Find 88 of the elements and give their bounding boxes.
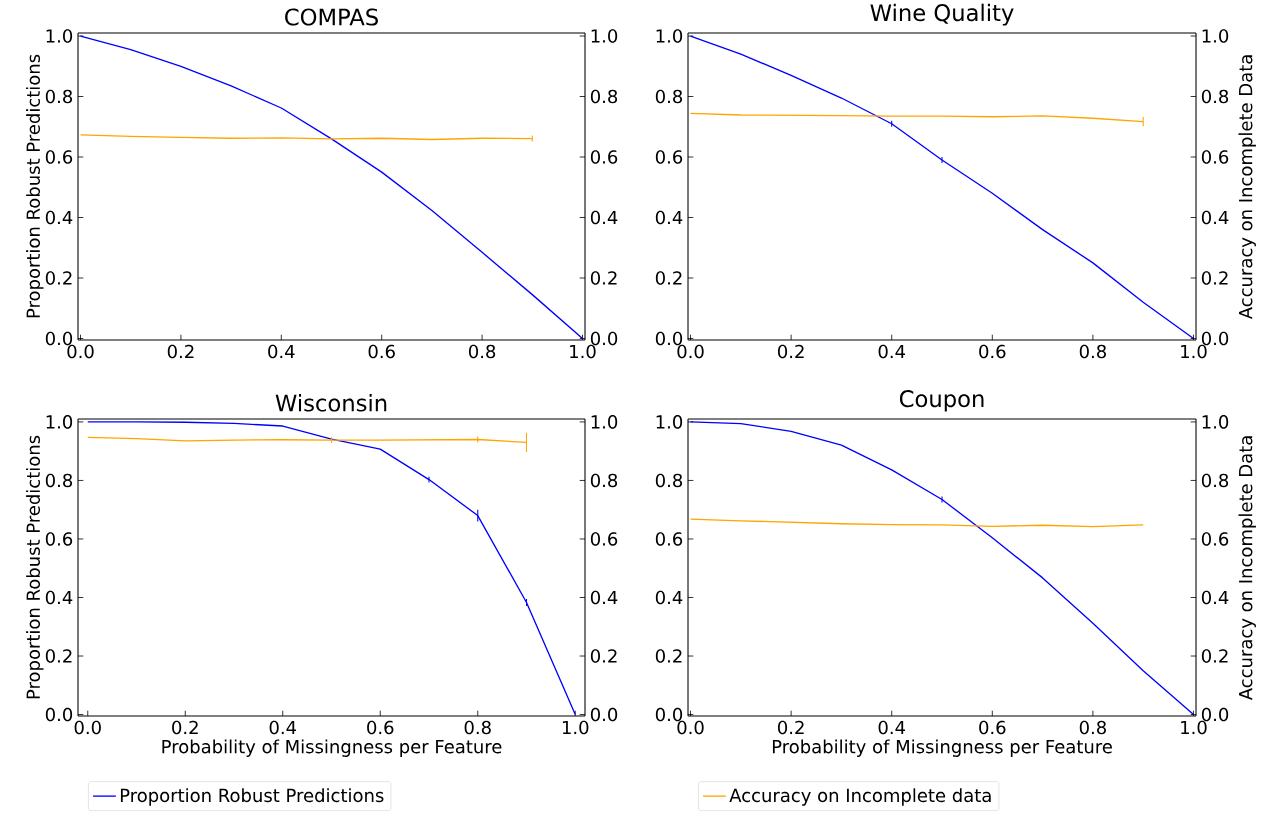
y2-tick-label: 0.0 <box>590 331 618 346</box>
line-series <box>689 421 1195 716</box>
x-tick-label: 0.2 <box>167 344 194 359</box>
y2-tick-label: 0.2 <box>1201 271 1228 285</box>
y2-tick-label: 0.6 <box>1201 150 1229 164</box>
y-tick-label: 0.0 <box>655 331 683 346</box>
y2-tick-label: 0.6 <box>1201 532 1229 546</box>
y-tick-label: 0.2 <box>45 649 72 663</box>
y-tick-label: 0.8 <box>45 473 73 488</box>
y-tick-label: 0.6 <box>45 532 73 546</box>
x-tick-label: 0.8 <box>1079 720 1106 735</box>
x-tick-label: 0.8 <box>464 720 491 735</box>
y2-tick-label: 0.2 <box>590 271 617 285</box>
y2-axis-title: Accuracy on Incomplete Data <box>1238 436 1256 701</box>
x-tick-label: 0.4 <box>269 720 297 735</box>
x-tick-label: 0.6 <box>979 344 1006 359</box>
x-tick-label: 0.6 <box>368 344 395 359</box>
x-tick-label: 1.0 <box>562 720 589 735</box>
chart-title: Wisconsin <box>275 394 387 412</box>
y2-tick-label: 0.6 <box>590 532 618 546</box>
y-tick-label: 0.2 <box>655 649 682 663</box>
y-axis-title: Proportion Robust Predictions <box>26 54 44 318</box>
chart-title: Wine Quality <box>870 3 1014 26</box>
y2-tick-label: 0.4 <box>590 590 618 605</box>
y2-tick-label: 0.8 <box>1201 473 1229 488</box>
y-tick-label: 0.6 <box>655 532 683 546</box>
chart-title: Coupon <box>899 390 984 412</box>
y-tick-label: 1.0 <box>46 415 73 429</box>
legend-label: Accuracy on Incomplete data <box>729 788 991 806</box>
line-series <box>689 35 1195 340</box>
x-tick-label: 0.8 <box>1079 344 1106 359</box>
y-tick-label: 0.2 <box>45 271 72 285</box>
x-tick-label: 1.0 <box>1181 720 1207 735</box>
x-tick-label: 0.8 <box>468 344 496 359</box>
y-axis-title: Proportion Robust Predictions <box>26 435 44 699</box>
y2-tick-label: 1.0 <box>1202 29 1229 43</box>
y-tick-label: 0.6 <box>655 150 683 164</box>
x-tick-label: 0.4 <box>878 720 906 735</box>
y2-tick-label: 1.0 <box>1202 415 1229 429</box>
y2-tick-label: 1.0 <box>591 415 618 429</box>
y-tick-label: 0.4 <box>45 210 73 225</box>
chart-title: COMPAS <box>285 8 378 26</box>
y2-axis-title: Accuracy on Incomplete Data <box>1238 55 1256 320</box>
y2-tick-label: 0.2 <box>1201 649 1228 663</box>
x-tick-label: 0.2 <box>778 720 804 735</box>
x-tick-label: 0.0 <box>74 720 101 735</box>
y2-tick-label: 0.4 <box>590 210 618 225</box>
y-tick-label: 0.4 <box>655 590 683 605</box>
x-axis-title: Probability of Missingness per Feature <box>772 739 1112 757</box>
y-tick-label: 0.8 <box>655 473 683 488</box>
x-tick-label: 0.0 <box>67 344 94 359</box>
y-tick-label: 0.0 <box>45 331 73 346</box>
y-tick-label: 1.0 <box>656 29 683 43</box>
y-tick-label: 0.8 <box>45 89 73 104</box>
y2-tick-label: 0.4 <box>1201 590 1229 605</box>
legend-label: Proportion Robust Predictions <box>120 788 384 806</box>
y2-tick-label: 0.2 <box>590 649 617 663</box>
line-series <box>87 421 576 716</box>
y-tick-label: 0.4 <box>45 590 73 605</box>
x-tick-label: 0.4 <box>878 344 906 359</box>
x-tick-label: 0.0 <box>677 720 704 735</box>
y-tick-label: 1.0 <box>46 29 73 43</box>
y2-tick-label: 0.8 <box>1201 89 1229 104</box>
y2-tick-label: 1.0 <box>591 29 618 43</box>
y2-tick-label: 0.0 <box>1201 707 1229 722</box>
y2-tick-label: 0.0 <box>590 707 618 722</box>
y2-tick-label: 0.4 <box>1201 210 1229 225</box>
x-tick-label: 1.0 <box>570 344 596 359</box>
y-tick-label: 1.0 <box>656 415 683 429</box>
y2-tick-label: 0.6 <box>590 150 618 164</box>
x-tick-label: 0.6 <box>367 720 394 735</box>
y-tick-label: 0.0 <box>655 707 683 722</box>
y2-tick-label: 0.8 <box>590 473 618 488</box>
x-tick-label: 0.2 <box>778 344 804 359</box>
y2-tick-label: 0.8 <box>590 89 618 104</box>
y-tick-label: 0.6 <box>45 150 73 164</box>
x-tick-label: 0.2 <box>172 720 198 735</box>
x-tick-label: 1.0 <box>1181 344 1207 359</box>
line-series <box>79 35 584 340</box>
y-tick-label: 0.0 <box>45 707 73 722</box>
x-axis-title: Probability of Missingness per Feature <box>162 739 502 757</box>
y-tick-label: 0.2 <box>655 271 682 285</box>
x-tick-label: 0.4 <box>268 344 295 359</box>
y2-tick-label: 0.0 <box>1201 331 1229 346</box>
x-tick-label: 0.0 <box>677 344 704 359</box>
y-tick-label: 0.8 <box>655 89 683 104</box>
y-tick-label: 0.4 <box>655 210 683 225</box>
x-tick-label: 0.6 <box>979 720 1006 735</box>
